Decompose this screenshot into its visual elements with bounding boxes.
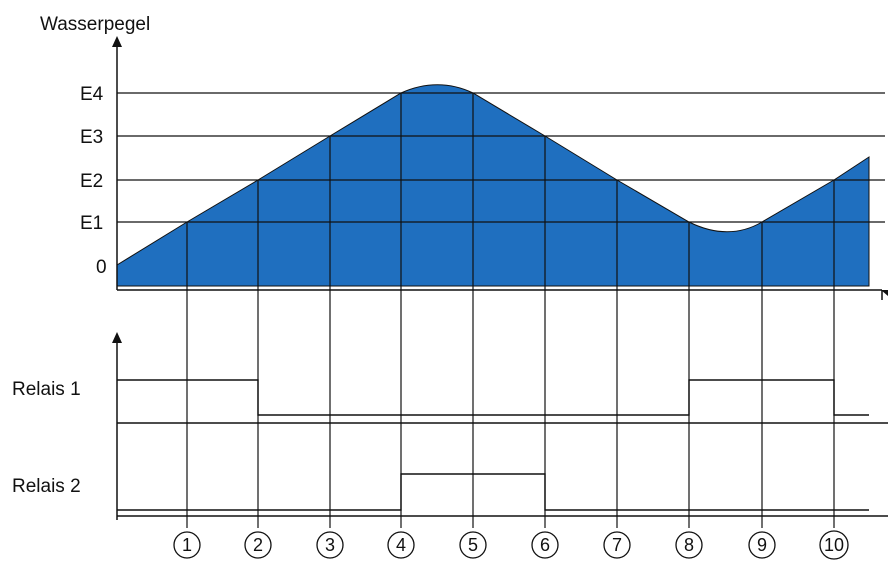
marker-circle-4 [387,531,415,559]
relais-1-signal [117,379,888,424]
marker-number-3: 3 [325,535,335,555]
relais-2-trace [117,473,869,511]
relais-2-signal [117,473,888,517]
marker-circle-8 [675,531,703,559]
marker-number-5: 5 [468,535,478,555]
marker-number-4: 4 [396,535,406,555]
relay-axes [112,332,122,520]
relais-2-label: Relais 2 [12,476,81,497]
level-label-e3: E3 [80,127,103,148]
level-label-e1: E1 [80,213,103,234]
marker-circle-1 [173,531,201,559]
marker-number-10: 10 [824,535,844,555]
marker-circles [173,530,849,560]
diagram-title: Wasserpegel [40,14,150,35]
marker-circle-6 [531,531,559,559]
marker-number-8: 8 [684,535,694,555]
level-axes [112,36,888,300]
level-label-e4: E4 [80,84,104,105]
level-label-zero: 0 [96,257,107,278]
water-level-area [116,84,870,287]
marker-circle-7 [603,531,631,559]
marker-circle-5 [459,531,487,559]
marker-circle-10 [819,530,849,560]
marker-number-2: 2 [253,535,263,555]
marker-number-6: 6 [540,535,550,555]
marker-number-9: 9 [757,535,767,555]
marker-number-7: 7 [612,535,622,555]
relais-1-label: Relais 1 [12,379,81,400]
marker-circle-9 [748,531,776,559]
marker-circle-2 [244,531,272,559]
marker-lines [186,93,835,528]
level-y-axis-arrow [112,36,122,47]
marker-circle-3 [316,531,344,559]
marker-numbers: 1 2 3 4 5 6 7 8 9 10 [182,535,844,555]
marker-number-1: 1 [182,535,192,555]
relay-y-axis-arrow [112,332,122,343]
level-label-e2: E2 [80,171,103,192]
relais-1-trace [117,379,869,416]
level-lines [117,92,885,223]
